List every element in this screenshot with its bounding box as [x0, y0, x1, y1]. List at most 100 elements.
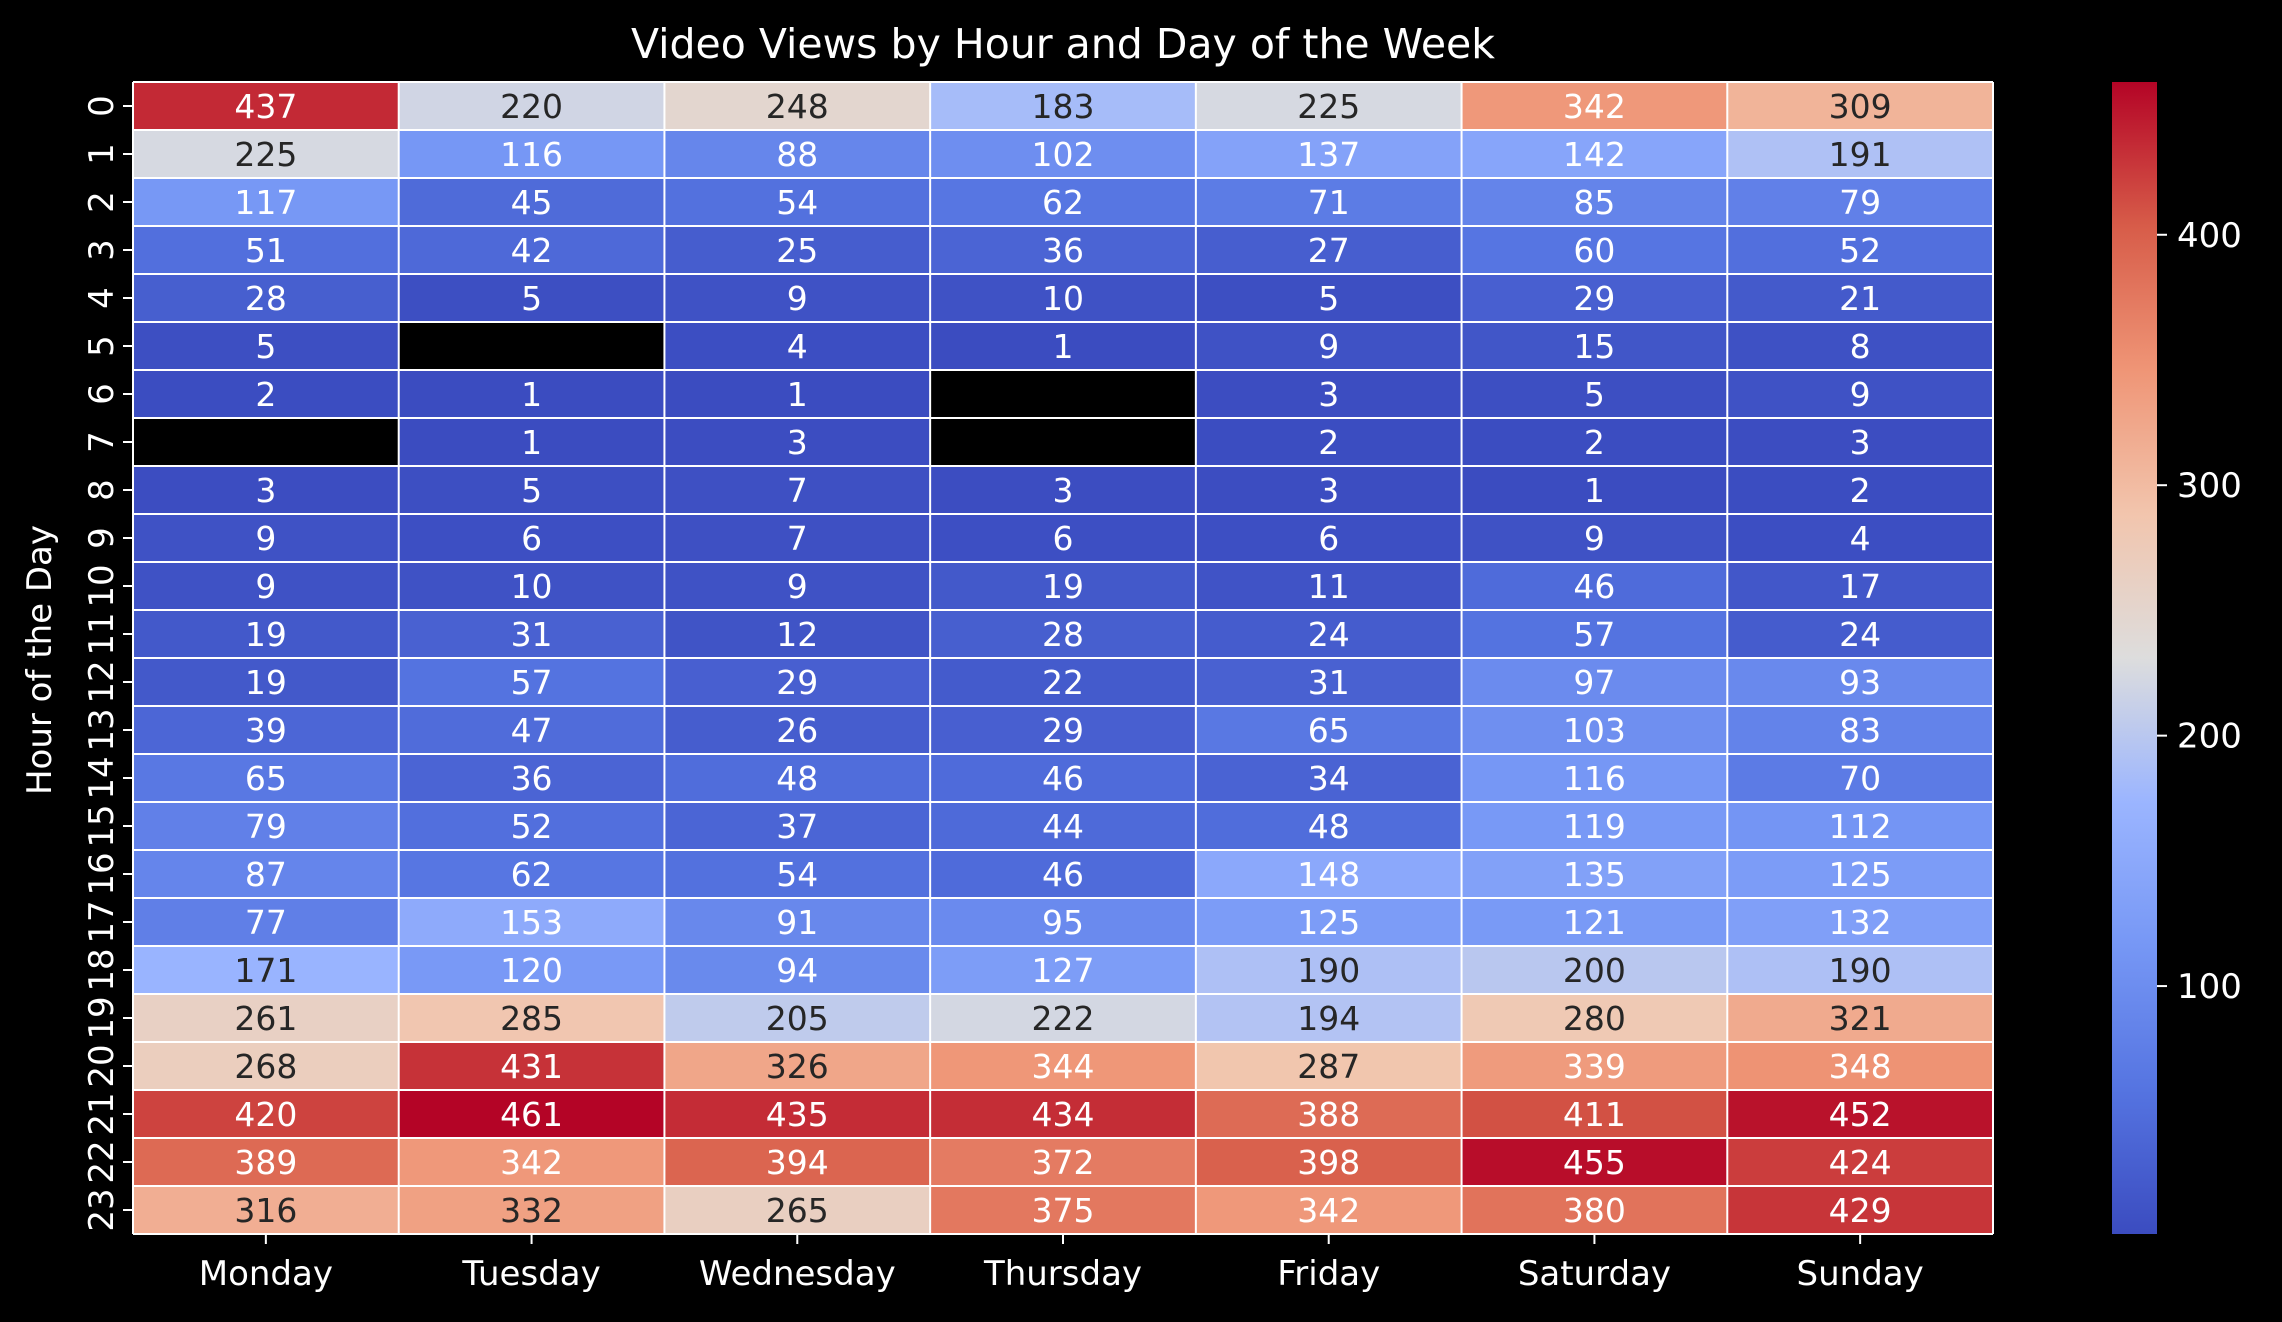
- heatmap-cell: [664, 370, 931, 418]
- heatmap-cell: [930, 610, 1196, 658]
- heatmap-cell: [1195, 1042, 1462, 1090]
- heatmap-cell: [1195, 850, 1462, 898]
- cell-value-label: 28: [1042, 615, 1084, 654]
- cell-value-label: 375: [1032, 1191, 1095, 1230]
- heatmap-cell: [1461, 850, 1728, 898]
- heatmap-cell: [1727, 946, 1993, 994]
- y-tick-label: 21: [82, 1092, 122, 1135]
- cell-value-label: 434: [1032, 1095, 1095, 1134]
- heatmap-cell: [664, 322, 931, 370]
- x-tick-label: Saturday: [1518, 1254, 1671, 1294]
- heatmap-cell: [1461, 562, 1728, 610]
- cell-value-label: 332: [500, 1191, 563, 1230]
- cell-value-label: 19: [1042, 567, 1084, 606]
- cell-value-label: 4: [1850, 519, 1871, 558]
- heatmap-cell: [930, 466, 1196, 514]
- heatmap-cell: [1461, 226, 1728, 274]
- cell-value-label: 280: [1563, 999, 1626, 1038]
- cell-value-label: 342: [500, 1143, 563, 1182]
- heatmap-cell: [930, 130, 1196, 178]
- cell-value-label: 411: [1563, 1095, 1626, 1134]
- heatmap-cell: [1461, 466, 1728, 514]
- cell-value-label: 116: [1563, 759, 1626, 798]
- cell-value-label: 222: [1032, 999, 1095, 1038]
- cell-value-label: 77: [245, 903, 287, 942]
- x-tick-label: Thursday: [983, 1254, 1142, 1294]
- heatmap-cell: [930, 1138, 1196, 1186]
- cell-value-label: 191: [1829, 135, 1892, 174]
- cell-value-label: 461: [500, 1095, 563, 1134]
- heatmap-cell: [664, 850, 931, 898]
- heatmap-cell: [133, 658, 399, 706]
- y-tick-label: 12: [82, 660, 122, 703]
- cell-value-label: 316: [234, 1191, 297, 1230]
- heatmap-cell: [1195, 466, 1462, 514]
- x-tick-label: Friday: [1277, 1254, 1380, 1294]
- cell-value-label: 9: [1318, 327, 1339, 366]
- heatmap-cell: [930, 82, 1196, 130]
- heatmap-cell: [1195, 418, 1462, 466]
- cell-value-label: 103: [1563, 711, 1626, 750]
- heatmap-cell: [1461, 802, 1728, 850]
- heatmap-cell: [133, 274, 399, 322]
- heatmap-cell: [664, 466, 931, 514]
- cell-value-label: 31: [1308, 663, 1350, 702]
- cell-value-label: 148: [1297, 855, 1360, 894]
- heatmap-cell-missing: [398, 322, 665, 370]
- heatmap-cell: [398, 754, 665, 802]
- heatmap-cell: [1461, 130, 1728, 178]
- cell-value-label: 29: [776, 663, 818, 702]
- cell-value-label: 452: [1829, 1095, 1892, 1134]
- cell-value-label: 339: [1563, 1047, 1626, 1086]
- cell-value-label: 5: [1584, 375, 1605, 414]
- heatmap-cell: [1461, 82, 1728, 130]
- heatmap-cell: [1727, 1042, 1993, 1090]
- heatmap-cell: [133, 1090, 399, 1138]
- heatmap-cell: [930, 658, 1196, 706]
- cell-value-label: 88: [776, 135, 818, 174]
- cell-value-label: 9: [1584, 519, 1605, 558]
- cell-value-label: 87: [245, 855, 287, 894]
- cell-value-label: 205: [766, 999, 829, 1038]
- cell-value-label: 200: [1563, 951, 1626, 990]
- cell-value-label: 455: [1563, 1143, 1626, 1182]
- cell-value-label: 60: [1573, 231, 1615, 270]
- heatmap-cell: [664, 418, 931, 466]
- heatmap-cell: [133, 226, 399, 274]
- heatmap-cell: [398, 466, 665, 514]
- heatmap-cell: [1727, 226, 1993, 274]
- cell-value-label: 9: [255, 519, 276, 558]
- heatmap-cell: [133, 994, 399, 1042]
- heatmap-cell: [1195, 994, 1462, 1042]
- heatmap-cell: [1727, 370, 1993, 418]
- heatmap-cell: [398, 850, 665, 898]
- cell-value-label: 2: [1850, 471, 1871, 510]
- y-tick-label: 1: [82, 143, 122, 165]
- heatmap-cell: [664, 178, 931, 226]
- cell-value-label: 342: [1563, 87, 1626, 126]
- cell-value-label: 9: [1850, 375, 1871, 414]
- heatmap-cell: [1461, 898, 1728, 946]
- cell-value-label: 142: [1563, 135, 1626, 174]
- heatmap-cell: [1195, 562, 1462, 610]
- cell-value-label: 65: [245, 759, 287, 798]
- cell-value-label: 326: [766, 1047, 829, 1086]
- heatmap-cells: [133, 82, 1993, 1234]
- y-tick-label: 16: [82, 852, 122, 895]
- heatmap-cell-missing: [930, 370, 1196, 418]
- heatmap-cell: [930, 1090, 1196, 1138]
- heatmap-cell: [398, 562, 665, 610]
- y-tick-label: 6: [82, 383, 122, 405]
- heatmap-cell: [930, 706, 1196, 754]
- heatmap-cell: [930, 850, 1196, 898]
- heatmap-cell: [930, 802, 1196, 850]
- cell-value-label: 3: [1318, 375, 1339, 414]
- heatmap-cell: [1461, 514, 1728, 562]
- y-tick-label: 18: [82, 948, 122, 991]
- heatmap-cell: [1461, 418, 1728, 466]
- cell-value-label: 31: [511, 615, 553, 654]
- heatmap-cell: [1195, 754, 1462, 802]
- heatmap-cell: [1461, 1042, 1728, 1090]
- heatmap-cell: [664, 1186, 931, 1234]
